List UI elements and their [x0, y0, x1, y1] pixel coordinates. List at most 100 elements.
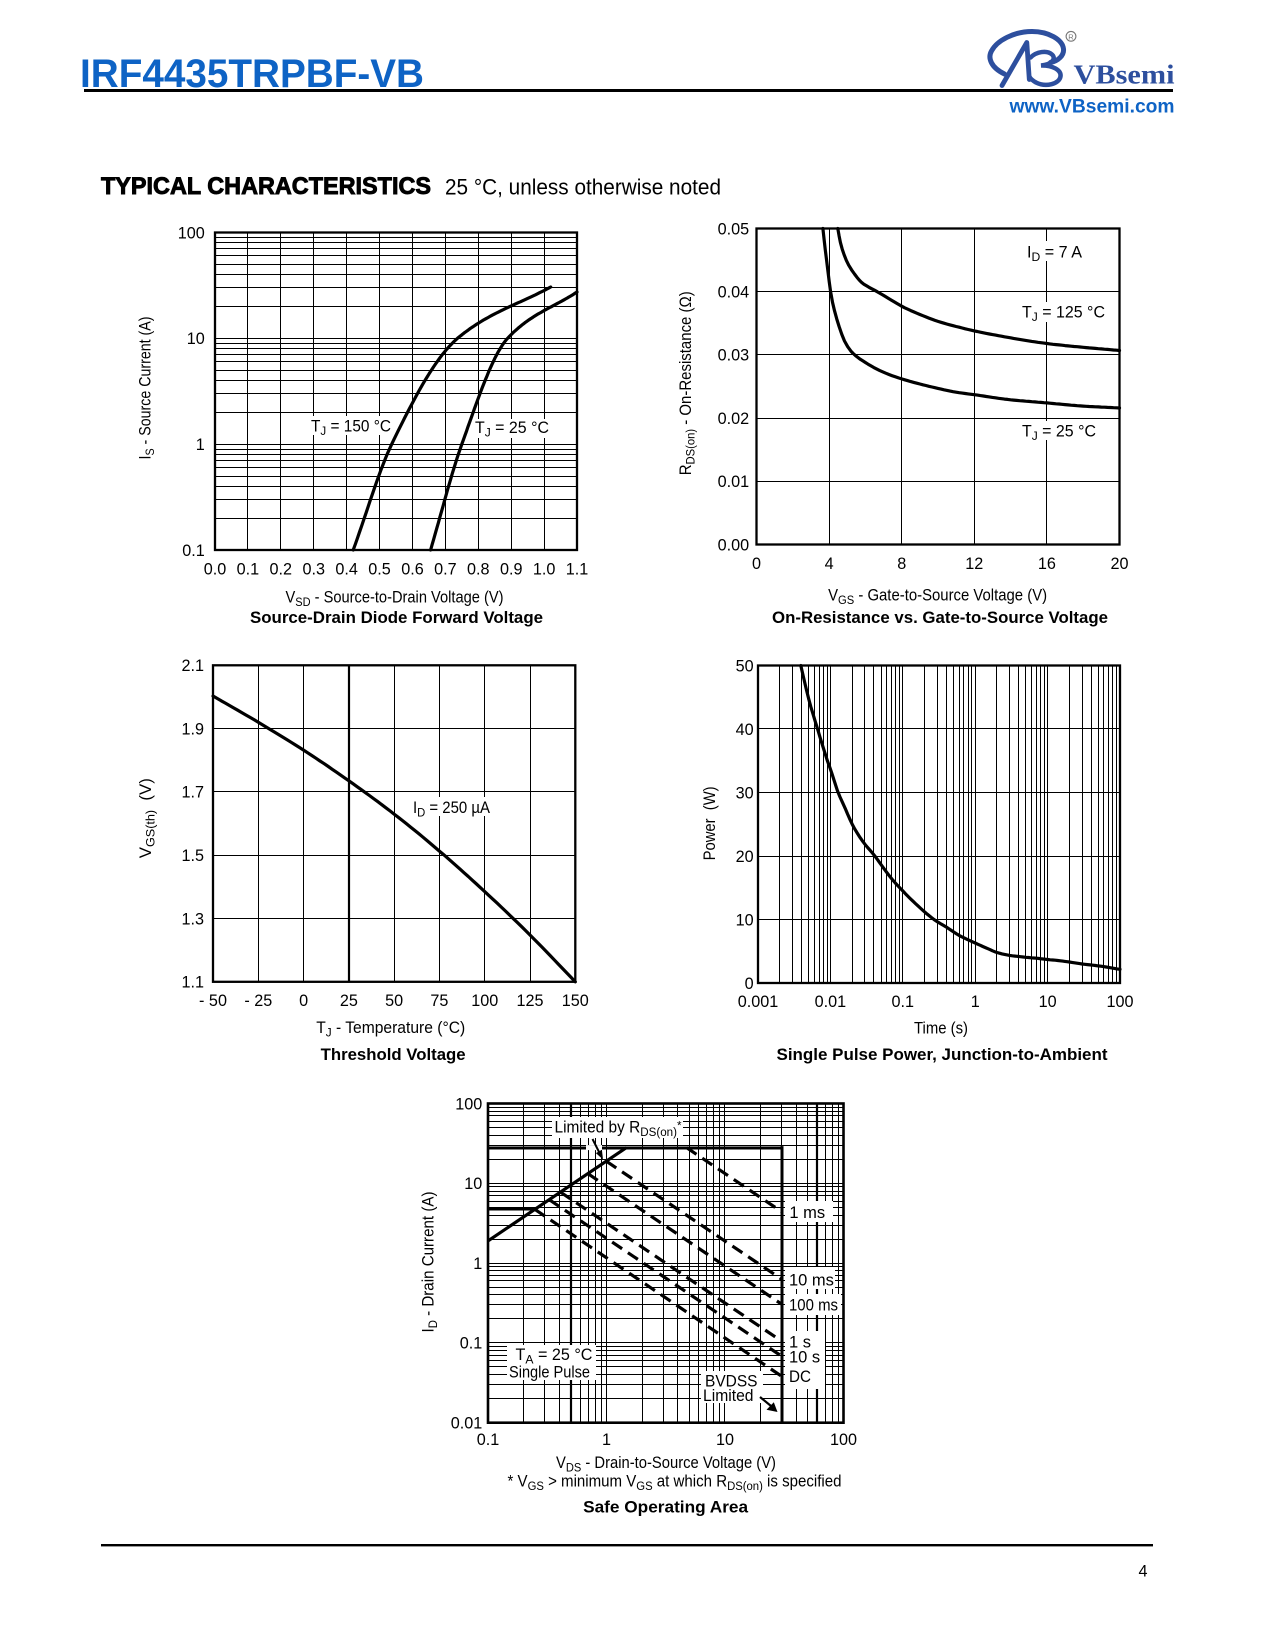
svg-text:100: 100	[1106, 993, 1133, 1011]
svg-text:0.7: 0.7	[434, 561, 457, 579]
svg-text:8: 8	[897, 555, 906, 573]
svg-text:0.1: 0.1	[182, 542, 205, 560]
svg-text:1.9: 1.9	[181, 720, 204, 738]
svg-text:1.7: 1.7	[181, 784, 204, 802]
svg-text:IS - Source Current (A): IS - Source Current (A)	[137, 317, 158, 460]
svg-text:Time (s): Time (s)	[914, 1020, 968, 1038]
svg-text:Safe Operating Area: Safe Operating Area	[583, 1498, 749, 1517]
svg-text:20: 20	[1110, 555, 1128, 573]
svg-text:50: 50	[736, 657, 754, 675]
svg-text:0.9: 0.9	[500, 561, 523, 579]
svg-text:0.03: 0.03	[718, 347, 750, 365]
svg-text:20: 20	[736, 848, 754, 866]
svg-text:0.5: 0.5	[368, 561, 391, 579]
svg-text:1.1: 1.1	[566, 561, 589, 579]
svg-text:10 s: 10 s	[789, 1349, 820, 1367]
svg-text:0.1: 0.1	[477, 1431, 500, 1449]
svg-text:0: 0	[745, 975, 754, 993]
svg-text:1: 1	[602, 1431, 611, 1449]
svg-text:100: 100	[178, 224, 205, 242]
svg-text:- 50: - 50	[199, 992, 227, 1010]
svg-text:0.00: 0.00	[718, 536, 750, 554]
svg-text:30: 30	[736, 784, 754, 802]
svg-text:40: 40	[736, 721, 754, 739]
svg-text:25 °C, unless otherwise noted: 25 °C, unless otherwise noted	[445, 174, 721, 199]
svg-text:VGS - Gate-to-Source Voltage (: VGS - Gate-to-Source Voltage (V)	[828, 587, 1047, 608]
svg-text:0: 0	[752, 555, 761, 573]
svg-text:ID - Drain Current (A): ID - Drain Current (A)	[420, 1192, 441, 1333]
svg-text:Source-Drain Diode Forward Vol: Source-Drain Diode Forward Voltage	[250, 608, 543, 627]
svg-text:0.01: 0.01	[718, 473, 750, 491]
svg-text:0.1: 0.1	[892, 993, 915, 1011]
svg-text:100: 100	[471, 992, 498, 1010]
svg-text:0.4: 0.4	[335, 561, 358, 579]
svg-text:TJ = 125 °C: TJ = 125 °C	[1022, 304, 1105, 325]
svg-text:TJ = 25 °C: TJ = 25 °C	[475, 419, 549, 440]
svg-text:RDS(on) - On-Resistance (Ω): RDS(on) - On-Resistance (Ω)	[677, 291, 698, 475]
svg-text:0.1: 0.1	[237, 561, 260, 579]
svg-text:Power (W): Power (W)	[701, 786, 719, 860]
svg-text:On-Resistance vs. Gate-to-Sour: On-Resistance vs. Gate-to-Source Voltage	[772, 608, 1108, 627]
svg-text:TJ = 150 °C: TJ = 150 °C	[311, 417, 391, 438]
svg-text:0.1: 0.1	[460, 1335, 483, 1353]
svg-text:10: 10	[716, 1431, 734, 1449]
svg-text:TYPICAL CHARACTERISTICS: TYPICAL CHARACTERISTICS	[101, 173, 431, 200]
svg-text:1.5: 1.5	[181, 847, 204, 865]
svg-text:1 s: 1 s	[789, 1334, 811, 1352]
svg-text:0: 0	[299, 992, 308, 1010]
svg-text:0.2: 0.2	[270, 561, 293, 579]
svg-text:IRF4435TRPBF-VB: IRF4435TRPBF-VB	[80, 52, 424, 96]
svg-text:16: 16	[1038, 555, 1056, 573]
svg-text:0.0: 0.0	[204, 561, 227, 579]
svg-text:1.1: 1.1	[181, 974, 204, 992]
svg-text:75: 75	[430, 992, 448, 1010]
svg-text:R: R	[1068, 32, 1074, 41]
svg-text:4: 4	[825, 555, 834, 573]
svg-text:4: 4	[1138, 1563, 1147, 1581]
svg-text:DC: DC	[789, 1368, 811, 1386]
svg-text:10 ms: 10 ms	[789, 1272, 834, 1290]
svg-text:12: 12	[965, 555, 983, 573]
svg-text:1.0: 1.0	[533, 561, 556, 579]
svg-text:100: 100	[455, 1095, 482, 1113]
svg-text:- 25: - 25	[244, 992, 272, 1010]
svg-text:150: 150	[562, 992, 589, 1010]
svg-text:www.VBsemi.com: www.VBsemi.com	[1009, 96, 1175, 118]
svg-text:ID = 7 A: ID = 7 A	[1027, 244, 1082, 265]
svg-text:Threshold Voltage: Threshold Voltage	[321, 1045, 466, 1064]
svg-text:0.8: 0.8	[467, 561, 490, 579]
svg-text:VGS(th) (V): VGS(th) (V)	[137, 778, 158, 858]
svg-text:100 ms: 100 ms	[789, 1297, 838, 1315]
svg-text:0.02: 0.02	[718, 410, 750, 428]
svg-text:TJ - Temperature (°C): TJ - Temperature (°C)	[316, 1019, 465, 1040]
svg-text:25: 25	[340, 992, 358, 1010]
svg-text:ID = 250 µA: ID = 250 µA	[413, 799, 490, 820]
svg-text:0.6: 0.6	[401, 561, 424, 579]
svg-text:TJ = 25 °C: TJ = 25 °C	[1022, 423, 1096, 444]
svg-text:10: 10	[464, 1175, 482, 1193]
svg-text:0.04: 0.04	[718, 284, 750, 302]
svg-text:1.3: 1.3	[181, 910, 204, 928]
svg-text:50: 50	[385, 992, 403, 1010]
svg-text:* VGS > minimum VGS at which R: * VGS > minimum VGS at which RDS(on) is …	[508, 1473, 842, 1494]
svg-text:0.01: 0.01	[451, 1415, 483, 1433]
svg-text:Limited: Limited	[703, 1387, 754, 1405]
svg-text:Single Pulse Power, Junction-t: Single Pulse Power, Junction-to-Ambient	[777, 1045, 1108, 1064]
svg-text:VDS - Drain-to-Source Voltage: VDS - Drain-to-Source Voltage (V)	[556, 1454, 776, 1475]
svg-text:Single Pulse: Single Pulse	[509, 1364, 590, 1382]
svg-text:10: 10	[736, 911, 754, 929]
svg-text:1: 1	[971, 993, 980, 1011]
svg-text:1 ms: 1 ms	[789, 1204, 825, 1222]
svg-text:VBsemi: VBsemi	[1074, 59, 1176, 89]
svg-text:125: 125	[516, 992, 543, 1010]
svg-text:0.05: 0.05	[718, 220, 750, 238]
svg-text:0.3: 0.3	[302, 561, 325, 579]
svg-text:0.01: 0.01	[815, 993, 847, 1011]
svg-text:10: 10	[1039, 993, 1057, 1011]
svg-text:10: 10	[187, 330, 205, 348]
svg-text:1: 1	[473, 1255, 482, 1273]
svg-text:2.1: 2.1	[181, 657, 204, 675]
svg-text:TA = 25 °C: TA = 25 °C	[516, 1346, 593, 1367]
svg-text:1: 1	[196, 436, 205, 454]
svg-text:BVDSS: BVDSS	[705, 1373, 758, 1391]
